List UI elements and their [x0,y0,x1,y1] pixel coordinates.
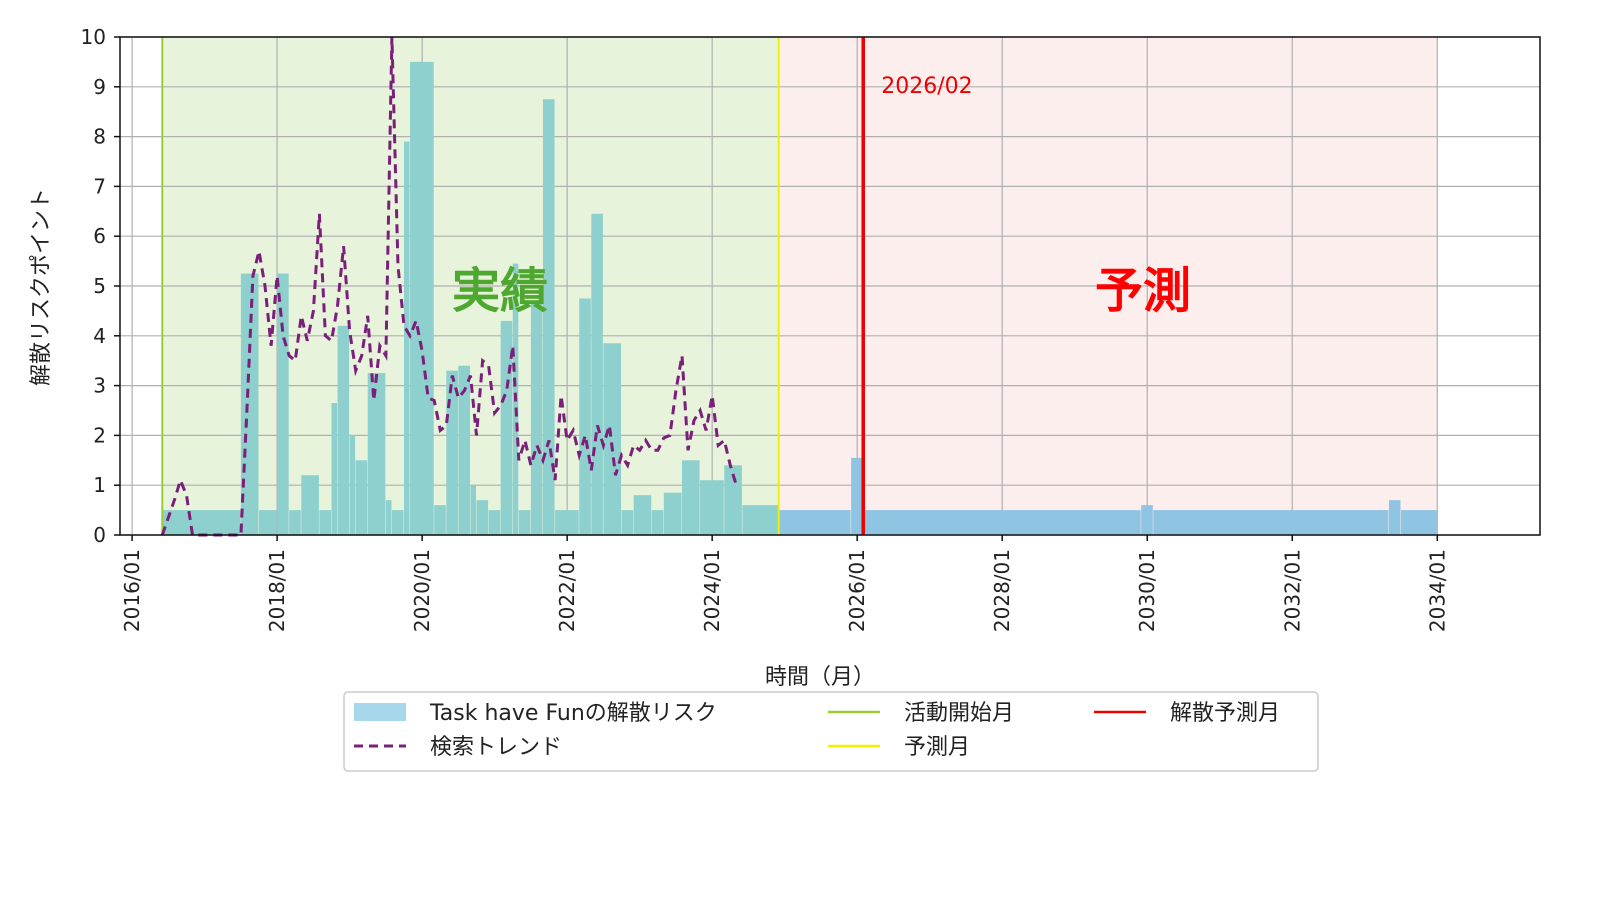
risk-bar [337,325,350,535]
risk-bar [277,273,289,535]
y-tick-label: 6 [93,224,106,248]
risk-bar [633,495,652,535]
x-tick-label: 2032/01 [1280,549,1304,632]
x-tick-label: 2034/01 [1425,549,1449,632]
x-tick-label: 2030/01 [1135,549,1159,632]
x-tick-label: 2016/01 [120,549,144,632]
risk-bar [1401,510,1437,535]
risk-bar [621,510,634,535]
x-tick-label: 2028/01 [990,549,1014,632]
risk-bars [162,61,1437,536]
risk-bar [319,510,331,535]
risk-bar [446,370,458,535]
risk-bar [162,510,241,535]
risk-bar [355,460,368,535]
risk-bar [603,343,622,535]
y-tick-label: 7 [93,174,106,198]
actual-region-label: 実績 [452,263,548,319]
risk-bar [530,300,543,535]
risk-bar [700,480,724,535]
risk-bar [385,500,392,535]
risk-bar [470,485,477,535]
legend-label: 解散予測月 [1170,701,1280,726]
y-tick-label: 10 [81,25,106,49]
forecast-month-label: 2026/02 [881,74,972,99]
legend-label: 活動開始月 [904,701,1014,726]
forecast-region-label: 予測 [1095,263,1191,319]
y-tick-label: 4 [93,324,106,348]
risk-bar [404,141,410,535]
risk-bar [367,373,386,535]
marker-lines: 2026/02 [161,37,973,535]
risk-bar [778,510,851,535]
legend-label: 予測月 [904,735,970,760]
risk-bar [258,510,277,535]
risk-bar [434,505,446,535]
y-tick-label: 1 [93,473,106,497]
x-tick-label: 2020/01 [410,549,434,632]
risk-bar [542,99,555,535]
x-tick-label: 2024/01 [700,549,724,632]
legend-swatch [354,703,406,721]
x-tick-label: 2022/01 [555,549,579,632]
legend-box [343,691,1319,772]
y-tick-label: 0 [93,523,106,547]
x-tick-label: 2018/01 [265,549,289,632]
risk-bar [863,510,1141,535]
y-tick-label: 5 [93,274,106,298]
legend-label: 検索トレンド [430,735,562,760]
risk-bar [724,465,742,535]
risk-bar [410,61,434,536]
legend-label: Task have Funの解散リスク [429,701,717,726]
risk-bar [301,475,319,535]
axes: 0 1 2 3 4 5 6 7 8 9 10 2016/01 2018/01 2020/01 2022/01… [81,25,1450,632]
risk-bar [579,298,591,535]
risk-bar [651,510,664,535]
risk-bar [518,510,531,535]
risk-bar [476,500,489,535]
risk-bar [458,365,470,535]
risk-bar [488,510,501,535]
trend-polyline [160,36,738,537]
risk-bar [1141,505,1153,535]
risk-bar [391,510,404,535]
risk-bar [851,457,863,535]
x-axis-label: 時間（月） [765,665,875,690]
risk-bar [500,320,513,535]
x-tick-label: 2026/01 [845,549,869,632]
risk-bar [331,403,338,535]
risk-bar [1153,510,1389,535]
risk-bar [742,505,779,535]
region-labels: 実績 予測 [452,263,1191,319]
risk-bar [663,492,682,535]
y-axis-label: 解散リスクポイント [29,188,54,386]
risk-bar [591,213,603,536]
risk-bar [681,460,700,535]
risk-bar [289,510,301,535]
y-tick-label: 8 [93,125,106,149]
y-tick-label: 2 [93,423,106,447]
risk-bar [1388,500,1401,535]
y-tick-label: 9 [93,75,106,99]
search-trend-line [160,36,738,537]
risk-bar [349,435,356,535]
risk-bar [555,510,579,535]
y-tick-label: 3 [93,374,106,398]
